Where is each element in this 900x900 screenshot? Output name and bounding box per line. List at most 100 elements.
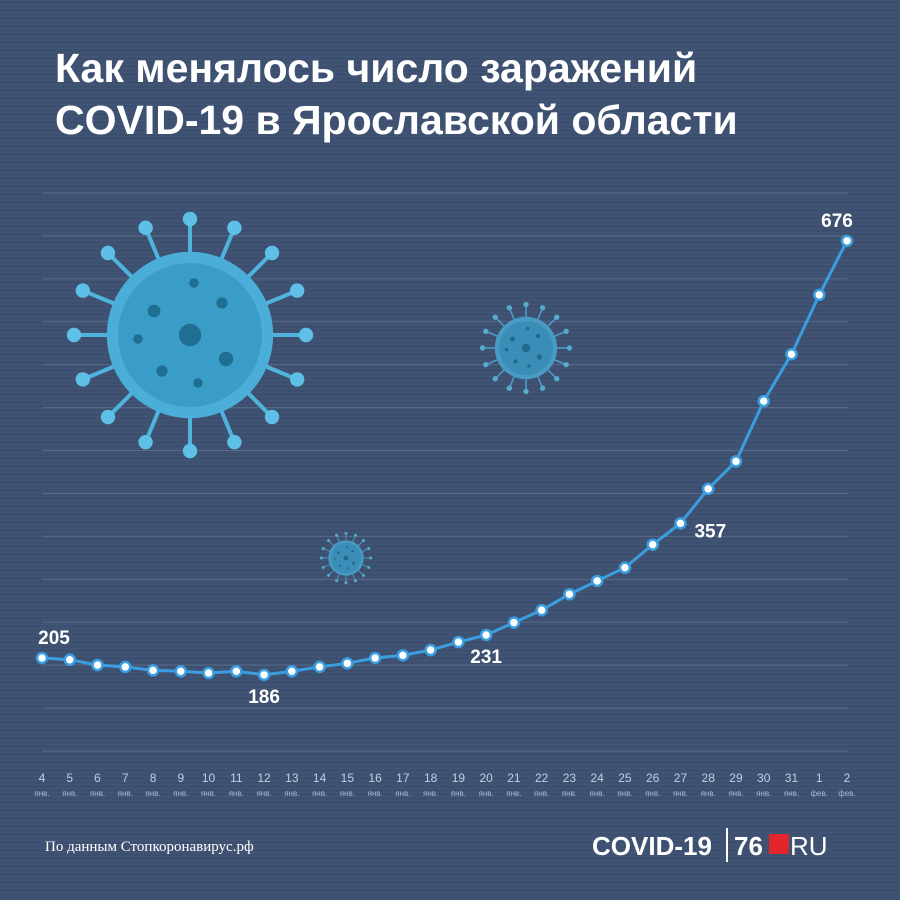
data-point [396, 649, 410, 662]
virus-spike-tip [367, 565, 371, 569]
x-tick-label: 27 [674, 771, 688, 785]
x-tick-label: 30 [757, 771, 771, 785]
data-point [424, 643, 437, 657]
x-tick-sublabel: янв. [340, 789, 355, 798]
virus-spike-tip [361, 573, 365, 577]
x-tick-sublabel: янв. [118, 789, 133, 798]
data-point [257, 668, 271, 682]
x-tick-sublabel: янв. [784, 789, 799, 798]
data-point [701, 482, 715, 496]
virus-dot [218, 351, 234, 367]
data-point [618, 561, 632, 574]
x-tick-label: 24 [590, 771, 604, 785]
x-tick-sublabel: янв. [312, 789, 327, 798]
virus-dot [193, 378, 203, 388]
x-tick-sublabel: янв. [229, 789, 244, 798]
virus-spike-tip [554, 314, 560, 320]
x-tick-sublabel: янв. [256, 789, 271, 798]
x-tick-sublabel: янв. [367, 789, 382, 798]
virus-spike-tip [563, 328, 569, 335]
virus-spike-tip [479, 345, 486, 351]
data-point [729, 455, 743, 468]
data-point [507, 616, 521, 629]
x-tick-label: 4 [39, 771, 46, 785]
data-point [785, 347, 798, 361]
data-label: 231 [470, 647, 502, 668]
x-tick-sublabel: янв. [479, 789, 494, 798]
virus-spike-tip [492, 376, 498, 382]
virus-dot [535, 333, 541, 339]
x-tick-label: 10 [202, 771, 216, 785]
virus-spike-tip [289, 372, 305, 387]
data-point [91, 658, 104, 672]
x-tick-label: 2 [844, 771, 851, 785]
virus-dot [336, 551, 340, 555]
data-point [341, 657, 354, 670]
virus-spike-tip [539, 385, 546, 391]
x-tick-label: 31 [785, 771, 799, 785]
virus-spike-tip [483, 361, 489, 368]
virus-spike-tip [566, 345, 573, 351]
virus-spike-tip [563, 361, 569, 368]
x-tick-sublabel: янв. [562, 789, 577, 798]
data-point [563, 587, 576, 601]
x-tick-label: 12 [257, 771, 271, 785]
x-tick-sublabel: янв. [673, 789, 688, 798]
virus-spike-tip [539, 305, 546, 311]
virus-spike-tip [319, 556, 323, 560]
virus-dot [513, 359, 518, 364]
data-point [535, 603, 548, 617]
data-label: 205 [38, 628, 70, 649]
data-point [63, 653, 77, 667]
x-tick-label: 11 [230, 771, 243, 785]
virus-spike-tip [298, 327, 314, 343]
virus-icon [479, 301, 573, 395]
virus-spike-tip [506, 305, 513, 311]
virus-dot [178, 323, 202, 347]
x-tick-sublabel: янв. [506, 789, 521, 798]
x-tick-label: 22 [535, 771, 549, 785]
x-tick-sublabel: янв. [201, 789, 216, 798]
data-point [674, 517, 687, 530]
x-tick-label: 29 [729, 771, 743, 785]
x-tick-label: 7 [122, 771, 129, 785]
virus-spike-tip [523, 388, 529, 395]
virus-spike-tip [335, 533, 339, 537]
virus-spike-tip [492, 314, 498, 320]
virus-spike-tip [327, 573, 331, 577]
data-point [812, 288, 826, 302]
data-point [840, 234, 854, 248]
x-tick-label: 13 [285, 771, 299, 785]
virus-dot [156, 365, 168, 377]
virus-dot [216, 297, 228, 309]
virus-spike-tip [227, 220, 242, 236]
virus-spike-tip [138, 220, 153, 236]
data-point [452, 635, 465, 649]
virus-spike-tip [289, 283, 305, 298]
virus-dot [352, 561, 356, 565]
data-point [35, 651, 49, 665]
virus-spike-tip [264, 409, 280, 425]
x-tick-sublabel: янв. [145, 789, 160, 798]
virus-dot [510, 336, 515, 342]
virus-spike-tip [353, 533, 357, 537]
data-point [590, 574, 604, 588]
x-tick-sublabel: янв. [534, 789, 549, 798]
x-tick-sublabel: янв. [395, 789, 410, 798]
x-tick-label: 15 [341, 771, 355, 785]
x-tick-label: 5 [66, 771, 73, 785]
virus-dot [147, 304, 161, 318]
virus-spike-tip [264, 245, 280, 261]
x-tick-sublabel: янв. [590, 789, 605, 798]
data-point [202, 666, 215, 680]
x-tick-sublabel: янв. [728, 789, 743, 798]
x-tick-label: 16 [368, 771, 382, 785]
virus-dot [504, 347, 509, 352]
data-point [313, 660, 326, 674]
virus-spike-tip [75, 372, 91, 387]
virus-spike-tip [353, 579, 357, 583]
x-tick-sublabel: янв. [645, 789, 660, 798]
virus-spike-tip [327, 539, 331, 543]
virus-spike-tip [100, 409, 116, 425]
